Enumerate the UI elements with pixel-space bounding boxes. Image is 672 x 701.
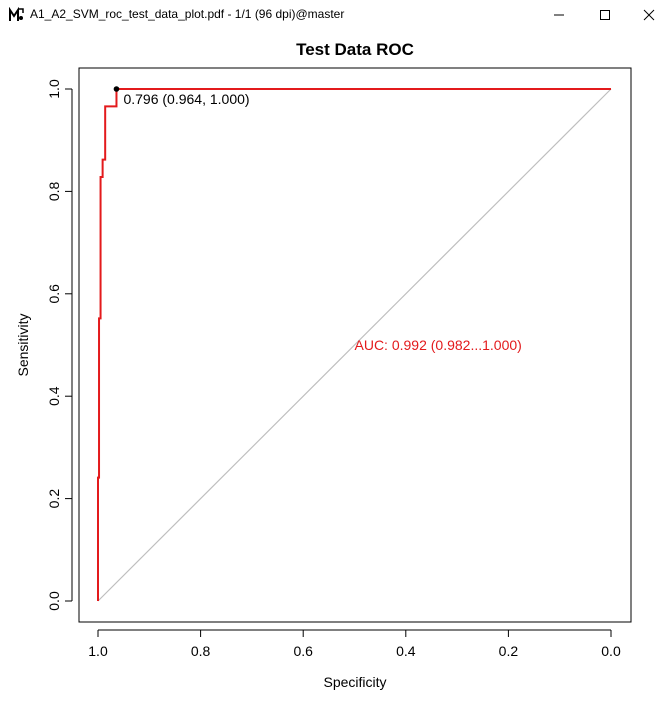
x-axis: 1.0 0.8 0.6 0.4 0.2 0.0 (88, 629, 621, 659)
maximize-button[interactable] (582, 0, 628, 30)
y-tick-label: 0.2 (46, 489, 62, 509)
x-tick-label: 0.0 (601, 643, 621, 659)
auc-annotation: AUC: 0.992 (0.982...1.000) (355, 337, 522, 353)
x-axis-label: Specificity (323, 674, 386, 690)
y-axis-label: Sensitivity (15, 313, 31, 376)
y-tick-label: 0.8 (46, 181, 62, 201)
title-bar[interactable]: A1_A2_SVM_roc_test_data_plot.pdf - 1/1 (… (0, 0, 672, 30)
x-tick-label: 1.0 (88, 643, 108, 659)
threshold-label: 0.796 (0.964, 1.000) (123, 91, 249, 107)
y-tick-label: 0.4 (46, 386, 62, 406)
roc-curve-series (97, 88, 611, 601)
roc-chart: Test Data ROC 1.0 0.8 0.6 0.4 0.2 0.0 0.00.20… (15, 40, 632, 690)
chart-title: Test Data ROC (296, 40, 414, 59)
close-button[interactable] (626, 0, 672, 30)
x-tick-label: 0.8 (191, 643, 211, 659)
x-tick-label: 0.6 (293, 643, 313, 659)
y-axis: 0.0 0.2 0.4 0.6 0.8 1.0 (46, 79, 73, 611)
chart-area: Test Data ROC 1.0 0.8 0.6 0.4 0.2 0.0 0.0 0.2 0… (0, 30, 672, 701)
minimize-button[interactable] (536, 0, 582, 30)
plot-frame (78, 67, 632, 623)
x-tick-label: 0.4 (396, 643, 416, 659)
y-tick-label: 0.6 (46, 284, 62, 304)
diagonal-reference-line (97, 88, 612, 602)
threshold-point (113, 86, 120, 92)
y-tick-label: 1.0 (46, 79, 62, 99)
window-title: A1_A2_SVM_roc_test_data_plot.pdf - 1/1 (… (30, 7, 345, 21)
maximize-icon (600, 10, 610, 20)
close-icon (643, 9, 655, 21)
x-tick-label: 0.2 (499, 643, 519, 659)
y-tick-label: 0.0 (46, 591, 62, 611)
minimize-icon (554, 14, 564, 16)
mupdf-app-icon (9, 7, 24, 21)
